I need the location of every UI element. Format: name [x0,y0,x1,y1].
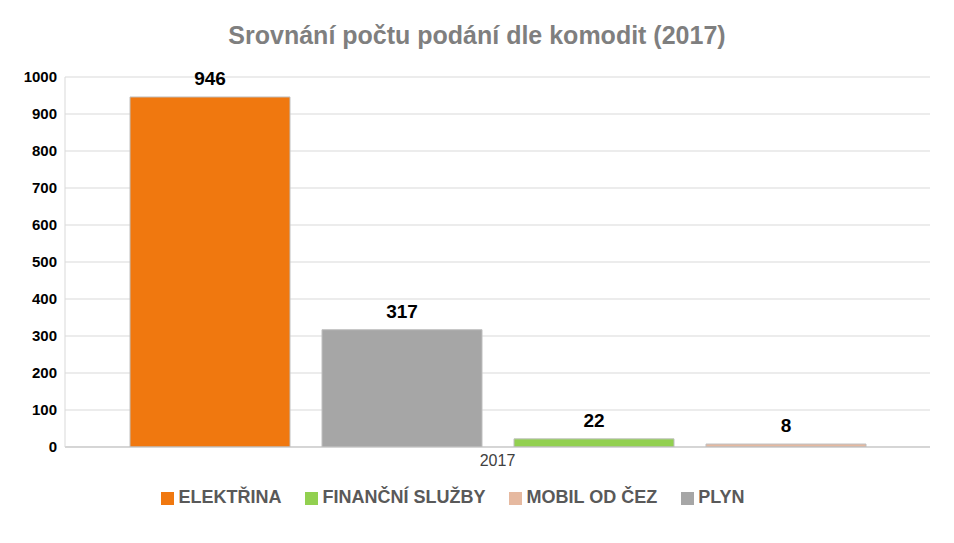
svg-text:500: 500 [32,253,57,270]
html-text:Srovnání počtu podání dle komo: Srovnání počtu podání dle komodit (2017) [228,21,726,49]
svg-text:100: 100 [32,401,57,418]
svg-text:0: 0 [49,438,57,455]
html-text:MOBIL OD ČEZ: MOBIL OD ČEZ [526,487,658,507]
svg-text:200: 200 [32,364,57,381]
svg-text:300: 300 [32,327,57,344]
svg-text:400: 400 [32,290,57,307]
svg-text:22: 22 [583,410,604,431]
svg-text:1000: 1000 [24,70,57,85]
html-text:PLYN: PLYN [698,487,745,507]
svg-text:317: 317 [386,301,418,322]
svg-text:800: 800 [32,142,57,159]
svg-text:900: 900 [32,105,57,122]
html-text:ELEKTŘINA: ELEKTŘINA [178,487,282,507]
svg-text:946: 946 [194,70,226,89]
svg-text:8: 8 [781,415,792,436]
html-text:FINANČNÍ SLUŽBY: FINANČNÍ SLUŽBY [322,487,486,507]
svg-text:600: 600 [32,216,57,233]
svg-text:2017: 2017 [480,452,516,469]
svg-text:700: 700 [32,179,57,196]
